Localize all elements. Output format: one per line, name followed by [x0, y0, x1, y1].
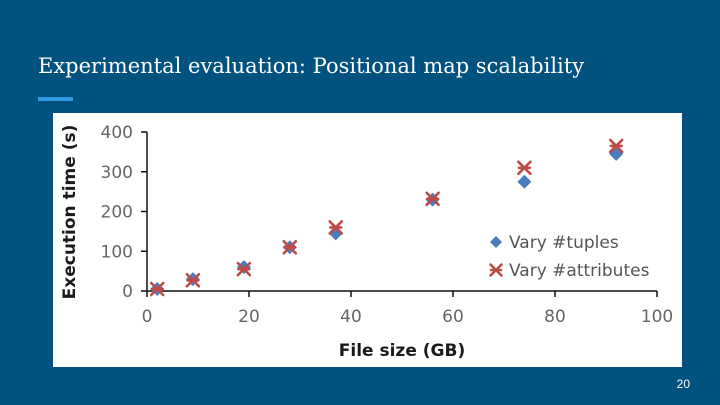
chart-axes — [141, 131, 658, 297]
chart-panel: 0 100 200 300 400 0 20 40 60 80 100 Vary #tuples Va… — [53, 113, 682, 367]
page-number: 20 — [676, 377, 690, 391]
legend-label: Vary #tuples — [509, 233, 619, 253]
data-point-attributes — [236, 261, 252, 277]
y-tick-label: 300 — [101, 163, 133, 183]
chart-marks — [149, 138, 624, 297]
title-accent-bar — [38, 97, 73, 101]
chart-tick-labels: 0 100 200 300 400 0 20 40 60 80 100 — [101, 123, 674, 327]
data-point-attributes — [608, 138, 624, 154]
x-tick-label: 60 — [442, 307, 464, 327]
legend-marker-attributes — [489, 263, 503, 277]
data-point-attributes — [517, 160, 532, 176]
data-point-attributes — [282, 239, 298, 255]
x-tick-label: 80 — [544, 307, 566, 327]
x-axis-label: File size (GB) — [339, 341, 465, 361]
data-point-attributes — [185, 272, 201, 288]
slide-title: Experimental evaluation: Positional map … — [38, 54, 585, 78]
data-point-attributes — [328, 220, 344, 235]
y-tick-label: 100 — [101, 242, 133, 262]
x-tick-label: 20 — [238, 307, 260, 327]
x-tick-label: 100 — [641, 307, 673, 327]
data-point-tuples — [236, 260, 251, 275]
data-point-attributes — [149, 281, 165, 297]
y-tick-label: 400 — [101, 123, 133, 143]
chart-legend: Vary #tuples Vary #attributes — [489, 233, 650, 281]
data-point-tuples — [517, 174, 532, 189]
legend-marker-tuples — [490, 236, 502, 248]
data-point-tuples — [609, 146, 624, 161]
data-point-attributes — [425, 191, 440, 207]
legend-label: Vary #attributes — [509, 261, 650, 281]
y-tick-label: 200 — [101, 203, 133, 223]
x-tick-label: 40 — [340, 307, 362, 327]
x-tick-label: 0 — [142, 307, 153, 327]
y-tick-label: 0 — [122, 282, 133, 302]
y-axis-label: Execution time (s) — [60, 125, 80, 300]
